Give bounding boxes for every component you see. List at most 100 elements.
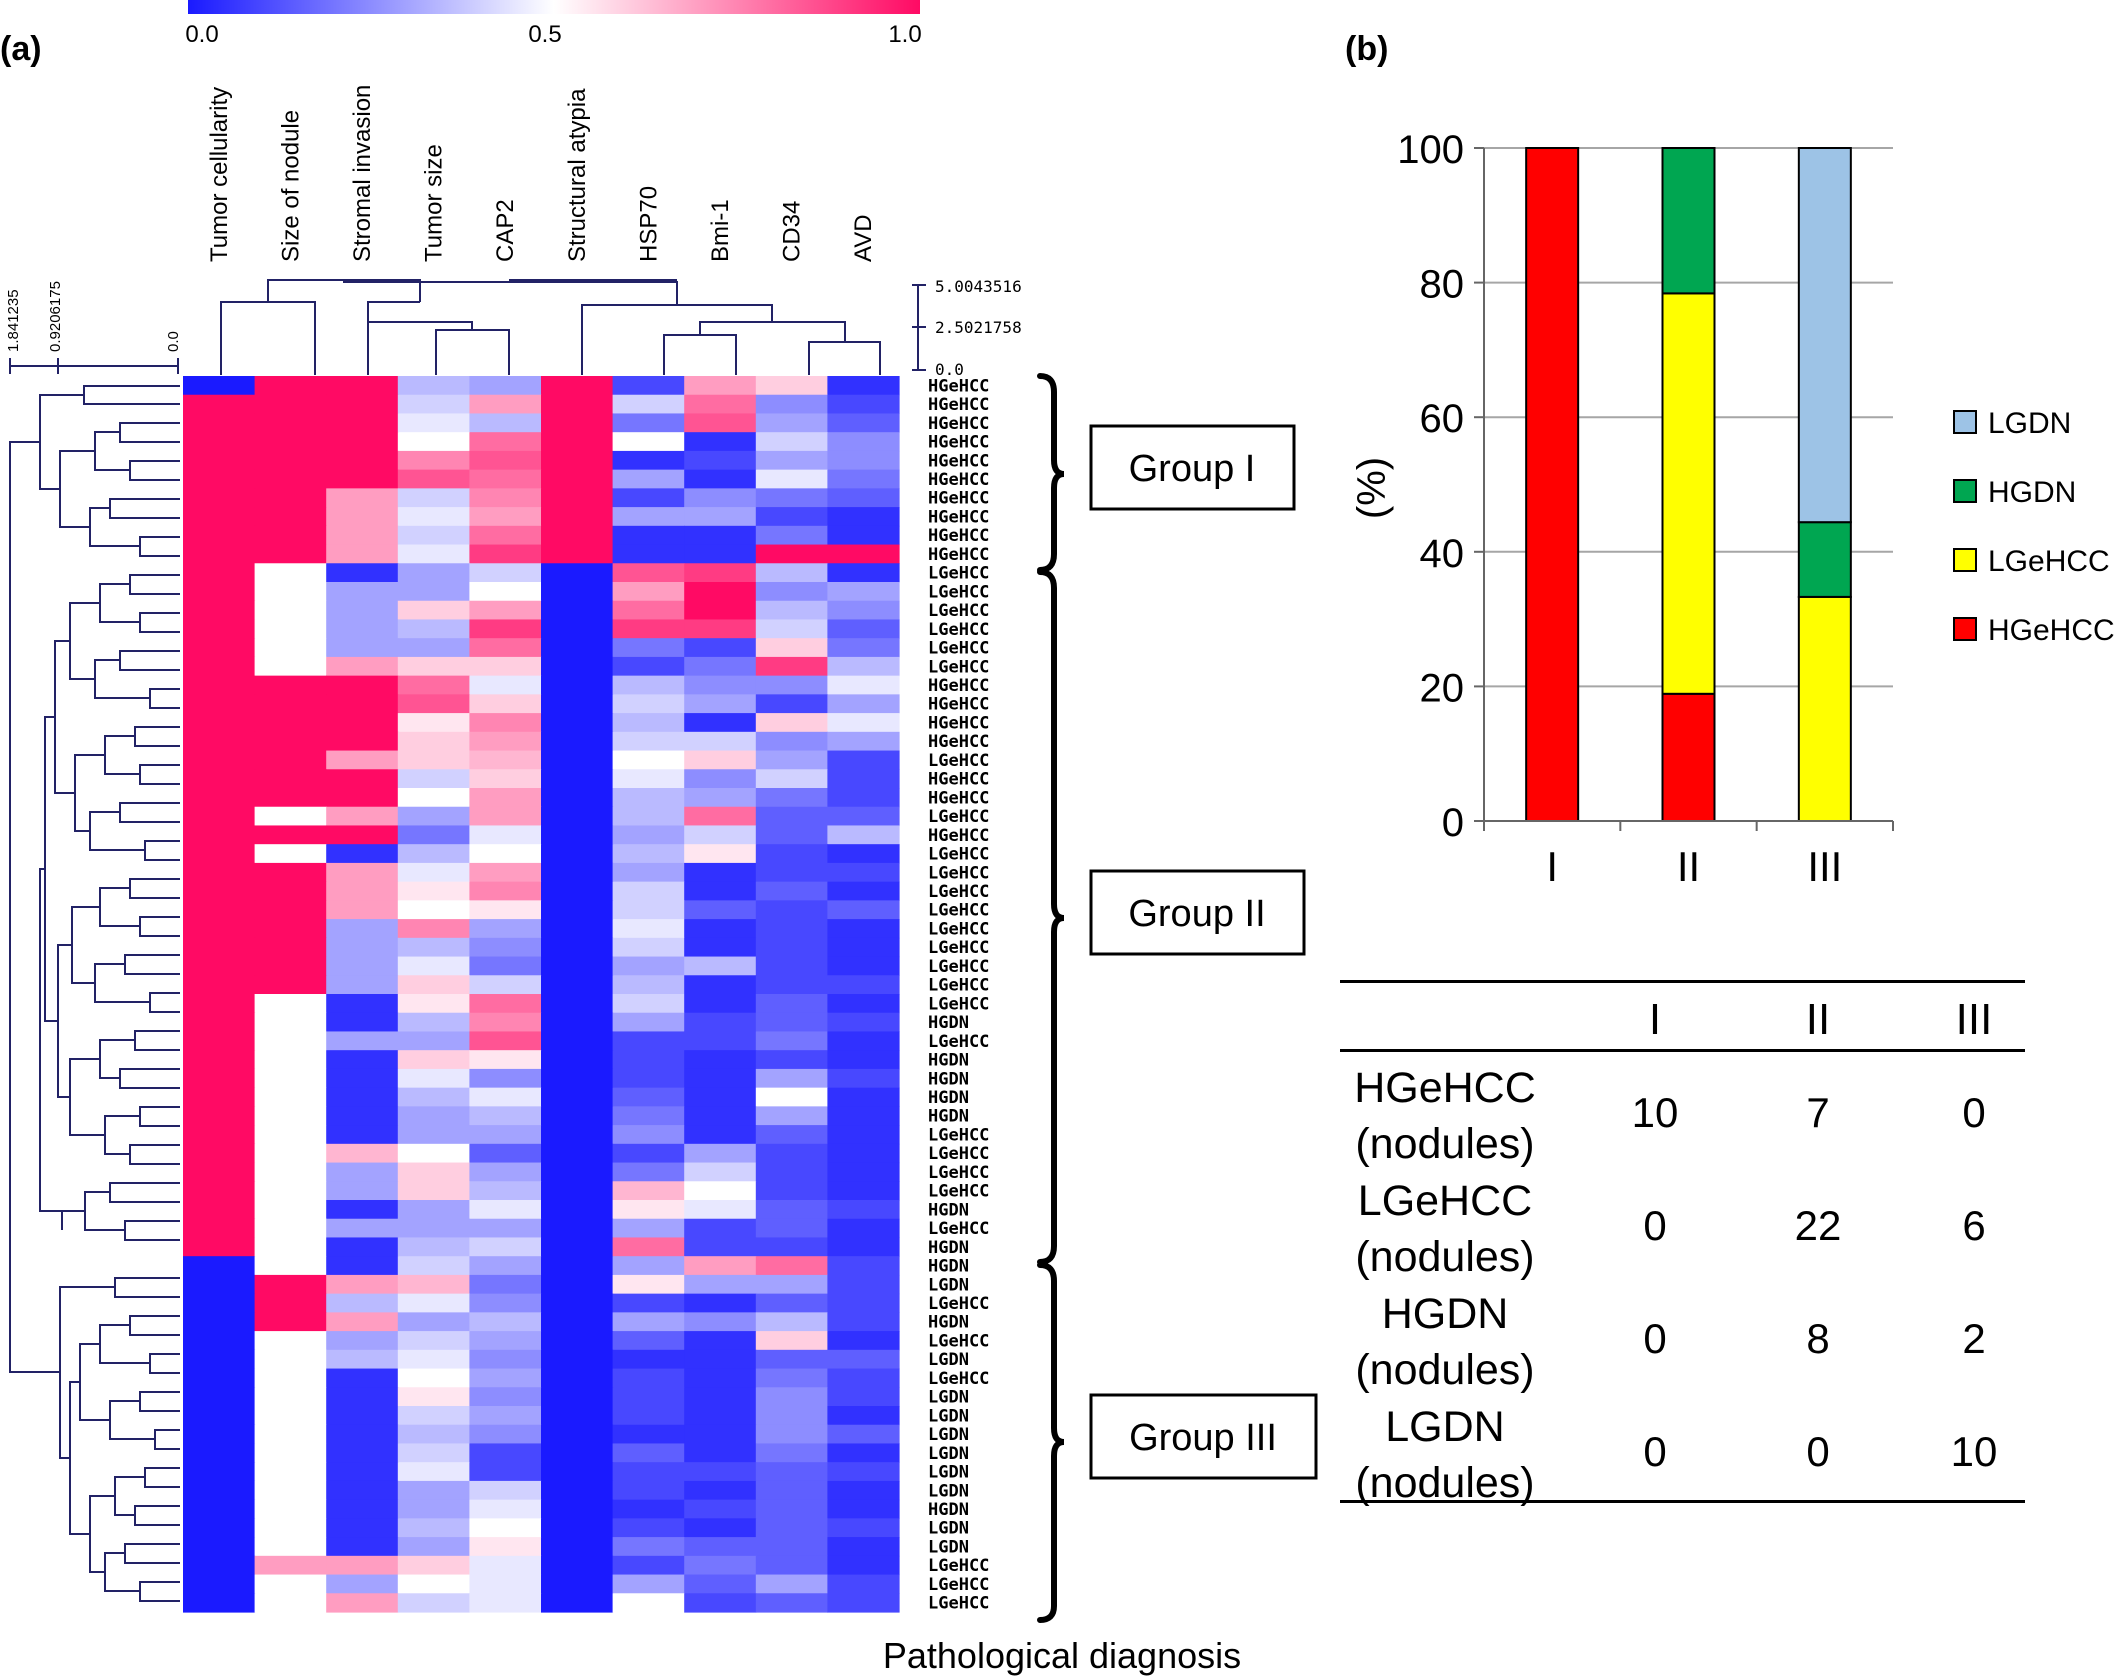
heatmap-cell — [827, 1349, 900, 1370]
bracket-group-1 — [1037, 373, 1065, 573]
heatmap-cell — [397, 1574, 470, 1594]
table-cell: 0 — [1962, 1089, 1986, 1136]
heatmap-cell — [469, 1499, 542, 1519]
heatmap-cell — [254, 1162, 327, 1182]
heatmap-cell — [755, 1406, 828, 1426]
heatmap-cell — [326, 507, 399, 527]
group-1-box: Group I — [1089, 424, 1296, 511]
heatmap-cell — [397, 1518, 470, 1538]
y-tick-label: 60 — [1420, 397, 1465, 441]
heatmap-cell — [612, 432, 685, 452]
heatmap-cell — [254, 563, 327, 583]
heatmap-cell — [755, 1293, 828, 1313]
table-cell: 7 — [1806, 1089, 1830, 1136]
heatmap-cell — [469, 1424, 542, 1445]
heatmap-cell — [827, 1555, 900, 1576]
heatmap-row-label: LGeHCC — [928, 863, 989, 883]
heatmap-cell — [254, 544, 327, 564]
heatmap-cell — [254, 638, 327, 658]
heatmap-row-label: LGeHCC — [928, 1594, 989, 1614]
heatmap-cell — [612, 1574, 685, 1594]
heatmap-cell — [469, 1050, 542, 1070]
legend-label: LGDN — [1988, 407, 2071, 440]
heatmap-row-label: LGeHCC — [928, 1294, 989, 1314]
heatmap-cell — [183, 1331, 256, 1351]
heatmap-cell — [254, 750, 327, 770]
heatmap-column-label: Tumor size — [421, 144, 448, 262]
heatmap-cell — [469, 1256, 542, 1276]
heatmap-cell — [755, 675, 828, 695]
table-top-rule — [1340, 980, 2025, 983]
table-cell: 10 — [1950, 1428, 1998, 1475]
heatmap-cell — [183, 713, 256, 733]
table-cell: 10 — [1631, 1089, 1679, 1136]
heatmap-cell — [541, 413, 614, 433]
heatmap-cell — [183, 376, 256, 396]
heatmap-cell — [541, 563, 614, 583]
heatmap-cell — [612, 731, 685, 752]
table-row-name: LGDN — [1385, 1403, 1505, 1451]
heatmap-cell — [827, 1593, 900, 1613]
heatmap-cell — [755, 600, 828, 621]
heatmap-cell — [612, 1349, 685, 1370]
heatmap-cell — [469, 1031, 542, 1051]
heatmap-cell — [755, 1312, 828, 1332]
heatmap-row-label: HGDN — [928, 1051, 969, 1071]
heatmap-cell — [541, 1349, 614, 1370]
heatmap-cell — [183, 1555, 256, 1576]
heatmap-cell — [254, 825, 327, 845]
bar-segment — [1797, 595, 1852, 822]
bar-segment — [1661, 292, 1716, 695]
heatmap-cell — [612, 376, 685, 396]
heatmap-cell — [684, 600, 757, 621]
heatmap-cell — [684, 1256, 757, 1276]
heatmap-row-label: HGeHCC — [928, 489, 989, 509]
heatmap-cell — [827, 1162, 900, 1182]
heatmap-row-label: LGeHCC — [928, 882, 989, 902]
heatmap-cell — [541, 694, 614, 714]
heatmap-cell — [684, 469, 757, 489]
heatmap-cell — [612, 1312, 685, 1332]
heatmap-cell — [827, 582, 900, 602]
heatmap-cell — [183, 1387, 256, 1407]
heatmap-cell — [254, 450, 327, 471]
heatmap-cell — [469, 1162, 542, 1182]
heatmap-cell — [541, 394, 614, 415]
row-scale-mid: 0.9206175 — [47, 281, 64, 352]
heatmap-cell — [183, 1593, 256, 1613]
heatmap-cell — [183, 638, 256, 658]
heatmap-cell — [541, 469, 614, 489]
heatmap-cell — [326, 1368, 399, 1388]
heatmap-cell — [612, 469, 685, 489]
heatmap-cell — [326, 1181, 399, 1201]
heatmap-column-label: Bmi-1 — [707, 199, 734, 262]
heatmap-cell — [755, 919, 828, 939]
heatmap-cell — [541, 919, 614, 939]
heatmap-cell — [684, 507, 757, 527]
table-bottom-rule — [1340, 1500, 2025, 1503]
table-row-name: HGeHCC — [1354, 1064, 1536, 1112]
heatmap-cell — [827, 1087, 900, 1107]
heatmap-row-label: LGeHCC — [928, 582, 989, 602]
heatmap-cell — [755, 1499, 828, 1519]
heatmap-row-label: HGeHCC — [928, 714, 989, 734]
heatmap-cell — [183, 1125, 256, 1145]
heatmap-cell — [469, 507, 542, 527]
heatmap-cell — [326, 432, 399, 452]
heatmap-row-label: LGDN — [928, 1388, 969, 1408]
table-cell: 8 — [1806, 1315, 1830, 1362]
heatmap-cell — [541, 994, 614, 1014]
heatmap-cell — [326, 956, 399, 976]
heatmap-cell — [541, 1312, 614, 1332]
heatmap-cell — [541, 488, 614, 508]
heatmap-row-label: LGDN — [928, 1444, 969, 1464]
heatmap-cell — [397, 1012, 470, 1033]
heatmap-cell — [397, 544, 470, 564]
heatmap-cell — [827, 1293, 900, 1313]
heatmap-cell — [326, 975, 399, 995]
heatmap-cell — [827, 956, 900, 976]
heatmap-cell — [254, 1106, 327, 1126]
heatmap-cell — [541, 450, 614, 471]
heatmap-cell — [254, 1424, 327, 1445]
heatmap-cell — [612, 1555, 685, 1576]
